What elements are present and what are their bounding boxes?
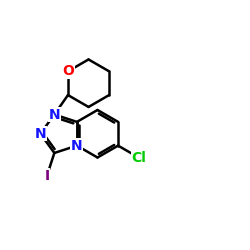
Text: Cl: Cl	[131, 150, 146, 164]
Text: N: N	[48, 108, 60, 122]
Text: I: I	[44, 168, 50, 182]
Text: O: O	[62, 64, 74, 78]
Text: N: N	[71, 138, 83, 152]
Text: N: N	[34, 127, 46, 141]
